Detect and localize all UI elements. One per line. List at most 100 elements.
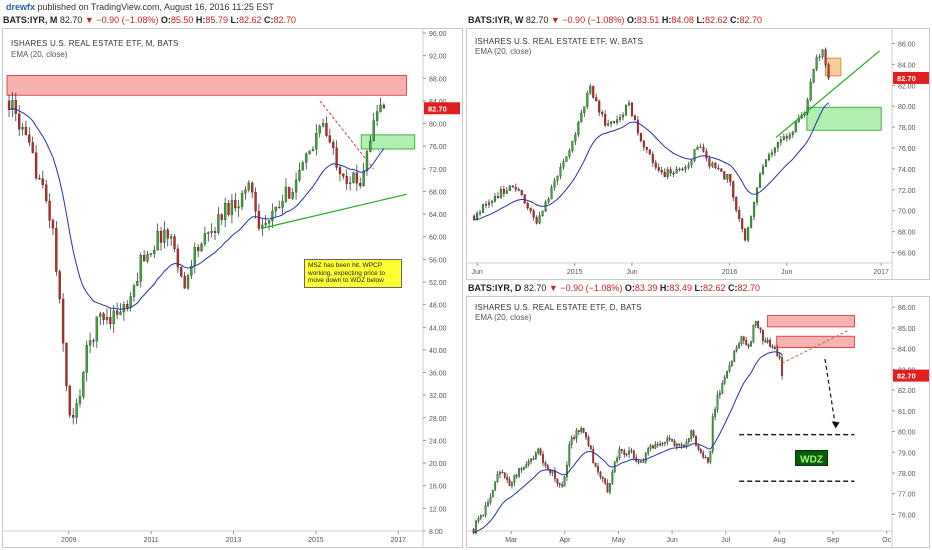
low-value: 82.62: [704, 15, 728, 25]
candle-up: [129, 296, 132, 308]
supply-zone: [6, 75, 407, 96]
candle-down: [472, 528, 475, 534]
candle-up: [491, 490, 494, 498]
candle-up: [530, 458, 532, 462]
candle-down: [18, 113, 21, 130]
candle-down: [757, 321, 760, 328]
candle-down: [251, 182, 254, 193]
candle-up: [654, 444, 657, 449]
candle-up: [719, 392, 721, 396]
y-tick-label: 85.00: [898, 326, 916, 333]
candle-up: [776, 142, 779, 149]
candle-down: [601, 112, 604, 115]
x-tick-label: 2015: [567, 269, 583, 276]
candle-down: [744, 228, 747, 241]
monthly-chart[interactable]: 96.0092.0088.0084.0080.0076.0072.0068.00…: [3, 29, 462, 547]
candle-down: [41, 178, 44, 185]
weekly-chart[interactable]: 86.00 84.00 82.00 80.00 78.00 76.00 74.00 72.00…: [467, 29, 929, 279]
candle-down: [601, 476, 604, 479]
candle-up: [508, 185, 511, 191]
candle-up: [122, 304, 126, 313]
y-tick-label: 72.00: [429, 167, 447, 174]
candle-down: [126, 304, 129, 308]
candle-down: [599, 471, 602, 478]
close-value: 82.70: [739, 15, 763, 25]
x-tick-label: 2016: [722, 269, 738, 276]
candle-up: [95, 316, 99, 342]
candle-down: [227, 203, 230, 215]
candle-up: [348, 182, 352, 184]
candle-down: [539, 448, 542, 455]
candle-up: [750, 216, 753, 228]
candle-up: [583, 106, 586, 114]
candle-up: [618, 449, 621, 459]
candle-up: [616, 119, 619, 123]
supply-zone: [767, 315, 855, 328]
candle-down: [781, 357, 783, 376]
daily-chart[interactable]: 86.0085.0084.0083.0082.0081.0080.0079.00…: [467, 297, 929, 547]
y-tick-label: 60.00: [429, 235, 447, 242]
candle-down: [72, 415, 75, 418]
ema-legend: EMA (20, close): [475, 47, 532, 56]
candle-up: [758, 173, 762, 188]
candle-up: [675, 169, 678, 174]
arrow-head: [831, 421, 840, 429]
candle-down: [520, 189, 523, 195]
candle-down: [633, 115, 636, 121]
candle-down: [65, 342, 68, 387]
y-tick-label: 24.00: [429, 438, 447, 445]
symbol-label: BATS:IYR, M: [3, 15, 58, 25]
x-tick-label: May: [612, 537, 626, 544]
dashed-trendline: [781, 329, 850, 364]
candle-up: [589, 86, 592, 94]
candle-down: [220, 214, 223, 220]
monthly-chart-panel[interactable]: 96.0092.0088.0084.0080.0076.0072.0068.00…: [2, 28, 463, 548]
candle-down: [254, 192, 257, 212]
y-tick-label: 74.00: [898, 167, 916, 174]
y-tick-label: 77.00: [898, 492, 916, 499]
y-tick-label: 76.00: [898, 512, 916, 519]
candle-up: [99, 313, 102, 317]
candle-up: [766, 339, 769, 343]
candle-up: [611, 471, 614, 484]
candle-up: [511, 482, 513, 486]
daily-chart-panel[interactable]: 86.0085.0084.0083.0082.0081.0080.0079.00…: [466, 296, 930, 548]
candle-up: [352, 172, 355, 183]
candle-down: [345, 176, 348, 184]
candle-up: [571, 141, 574, 151]
ema-legend: EMA (20, close): [11, 50, 68, 59]
weekly-chart-panel[interactable]: 86.00 84.00 82.00 80.00 78.00 76.00 74.00 72.00…: [466, 28, 930, 280]
candle-up: [538, 215, 541, 224]
y-tick-label: 64.00: [429, 212, 447, 219]
candle-down: [359, 183, 362, 186]
candle-up: [747, 227, 750, 241]
candle-up: [806, 99, 809, 113]
y-tick-label: 84.00: [898, 62, 916, 69]
candle-up: [284, 186, 288, 202]
weekly-header: BATS:IYR, W 82.70 ▼ −0.90 (−1.08%) O:83.…: [468, 15, 763, 25]
candle-up: [230, 200, 234, 215]
chart-title: ISHARES U.S. REAL ESTATE ETF, M, BATS: [11, 39, 179, 48]
candle-down: [742, 336, 745, 341]
candle-down: [671, 439, 673, 442]
candle-down: [523, 194, 526, 204]
y-tick-label: 80.00: [429, 122, 447, 129]
x-tick-label: Jun: [472, 269, 483, 276]
candle-down: [630, 102, 633, 116]
author-link[interactable]: drewfx: [6, 2, 36, 12]
price-tag: [893, 369, 929, 382]
candle-down: [735, 197, 738, 211]
candle-up: [565, 156, 568, 162]
candle-up: [678, 168, 681, 171]
daily-header: BATS:IYR, D 82.70 ▼ −0.90 (−1.08%) O:83.…: [468, 283, 761, 293]
candle-down: [328, 135, 331, 143]
dashed-trendline: [319, 100, 374, 170]
candle-down: [747, 344, 750, 347]
candle-up: [261, 224, 264, 229]
candle-down: [325, 123, 328, 136]
candle-up: [767, 154, 771, 160]
candle-down: [45, 184, 48, 202]
candle-down: [338, 167, 342, 174]
candle-down: [640, 461, 642, 463]
candle-up: [821, 49, 824, 57]
